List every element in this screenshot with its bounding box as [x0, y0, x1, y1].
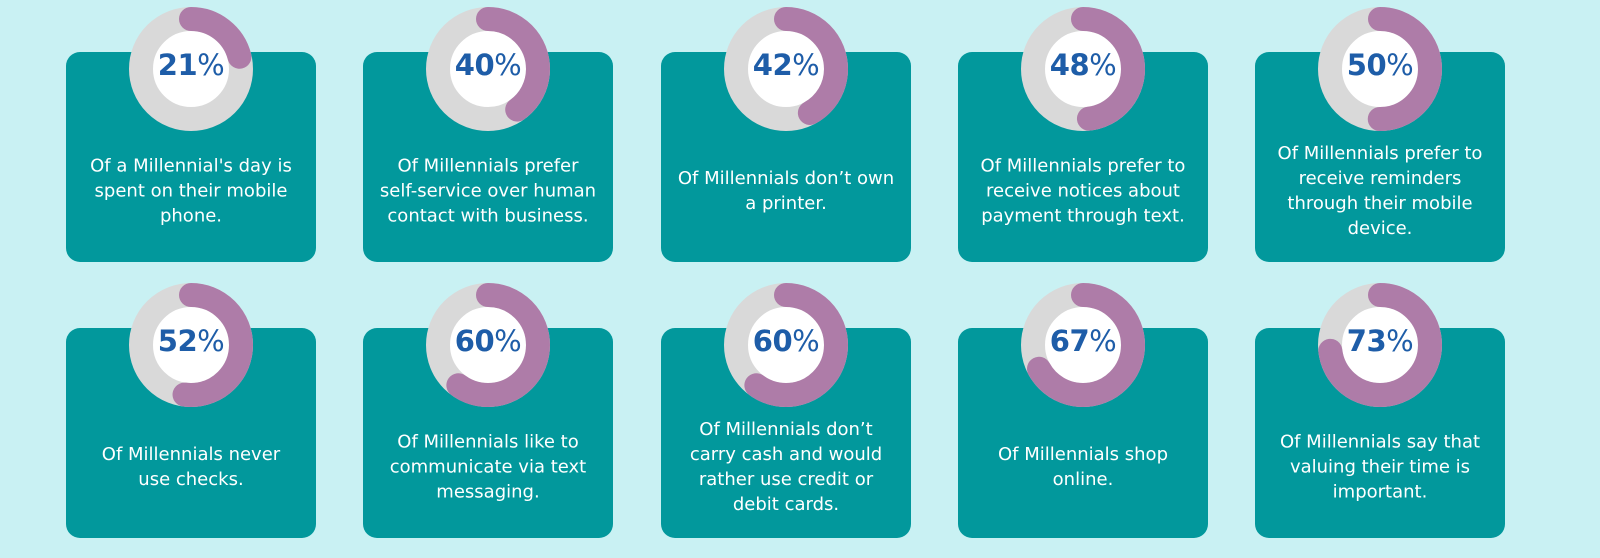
- percent-number: 52: [157, 324, 198, 358]
- stat-description: Of Millennials don’t carry cash and would…: [689, 419, 883, 515]
- percent-number: 50: [1346, 48, 1387, 82]
- donut-svg: [1021, 283, 1145, 407]
- percent-donut: 21%: [128, 6, 254, 132]
- percent-number: 42: [752, 48, 793, 82]
- percent-sign: %: [1386, 48, 1414, 82]
- percent-donut: 60%: [723, 282, 849, 408]
- percent-sign: %: [1089, 324, 1117, 358]
- donut-center: [1044, 30, 1122, 108]
- stat-description: Of Millennials don’t own a printer.: [677, 168, 895, 214]
- donut-center: [449, 30, 527, 108]
- percent-sign: %: [792, 324, 820, 358]
- percent-value: 60%: [425, 323, 551, 359]
- percent-donut: 73%: [1317, 282, 1443, 408]
- percent-value: 42%: [723, 47, 849, 83]
- percent-sign: %: [197, 324, 225, 358]
- donut-value-arc: [1021, 283, 1145, 407]
- percent-donut: 48%: [1020, 6, 1146, 132]
- percent-donut: 40%: [425, 6, 551, 132]
- donut-center: [1341, 306, 1419, 384]
- donut-svg: [426, 283, 550, 407]
- donut-svg: [1318, 7, 1442, 131]
- donut-value-arc: [1021, 7, 1145, 131]
- percent-number: 67: [1049, 324, 1090, 358]
- donut-svg: [724, 283, 848, 407]
- stat-description: Of Millennials prefer self-service over h…: [379, 155, 597, 227]
- stat-description: Of a Millennial's day is spent on their m…: [90, 155, 292, 227]
- percent-sign: %: [494, 48, 522, 82]
- donut-value-arc: [724, 283, 848, 407]
- donut-center: [1044, 306, 1122, 384]
- percent-number: 60: [454, 324, 495, 358]
- stat-description: Of Millennials say that valuing their tim…: [1279, 431, 1481, 503]
- stat-card: Of Millennials prefer self-service over h…: [363, 52, 613, 262]
- percent-number: 40: [454, 48, 495, 82]
- percent-value: 52%: [128, 323, 254, 359]
- stat-description: Of Millennials prefer to receive notices …: [980, 155, 1186, 227]
- donut-svg: [129, 283, 253, 407]
- percent-donut: 52%: [128, 282, 254, 408]
- donut-value-arc: [426, 7, 550, 131]
- percent-sign: %: [792, 48, 820, 82]
- donut-center: [747, 30, 825, 108]
- donut-svg: [426, 7, 550, 131]
- donut-svg: [724, 7, 848, 131]
- percent-value: 40%: [425, 47, 551, 83]
- percent-donut: 50%: [1317, 6, 1443, 132]
- donut-svg: [129, 7, 253, 131]
- percent-value: 73%: [1317, 323, 1443, 359]
- percent-value: 67%: [1020, 323, 1146, 359]
- donut-center: [449, 306, 527, 384]
- donut-center: [1341, 30, 1419, 108]
- stat-description: Of Millennials never use checks.: [101, 444, 281, 490]
- percent-sign: %: [197, 48, 225, 82]
- donut-value-arc: [1318, 7, 1442, 131]
- percent-sign: %: [1089, 48, 1117, 82]
- percent-value: 60%: [723, 323, 849, 359]
- donut-value-arc: [1318, 283, 1442, 407]
- donut-center: [152, 30, 230, 108]
- percent-number: 21: [157, 48, 198, 82]
- percent-sign: %: [494, 324, 522, 358]
- donut-value-arc: [426, 283, 550, 407]
- donut-center: [747, 306, 825, 384]
- percent-value: 48%: [1020, 47, 1146, 83]
- percent-value: 21%: [128, 47, 254, 83]
- donut-svg: [1318, 283, 1442, 407]
- donut-value-arc: [724, 7, 848, 131]
- percent-value: 50%: [1317, 47, 1443, 83]
- donut-svg: [1021, 7, 1145, 131]
- percent-donut: 60%: [425, 282, 551, 408]
- percent-donut: 42%: [723, 6, 849, 132]
- donut-value-arc: [129, 7, 253, 131]
- percent-number: 73: [1346, 324, 1387, 358]
- donut-center: [152, 306, 230, 384]
- stat-description: Of Millennials prefer to receive reminder…: [1277, 143, 1483, 239]
- stat-description: Of Millennials like to communicate via te…: [389, 431, 587, 503]
- percent-number: 48: [1049, 48, 1090, 82]
- percent-number: 60: [752, 324, 793, 358]
- percent-donut: 67%: [1020, 282, 1146, 408]
- donut-value-arc: [129, 283, 253, 407]
- stat-description: Of Millennials shop online.: [997, 444, 1168, 490]
- percent-sign: %: [1386, 324, 1414, 358]
